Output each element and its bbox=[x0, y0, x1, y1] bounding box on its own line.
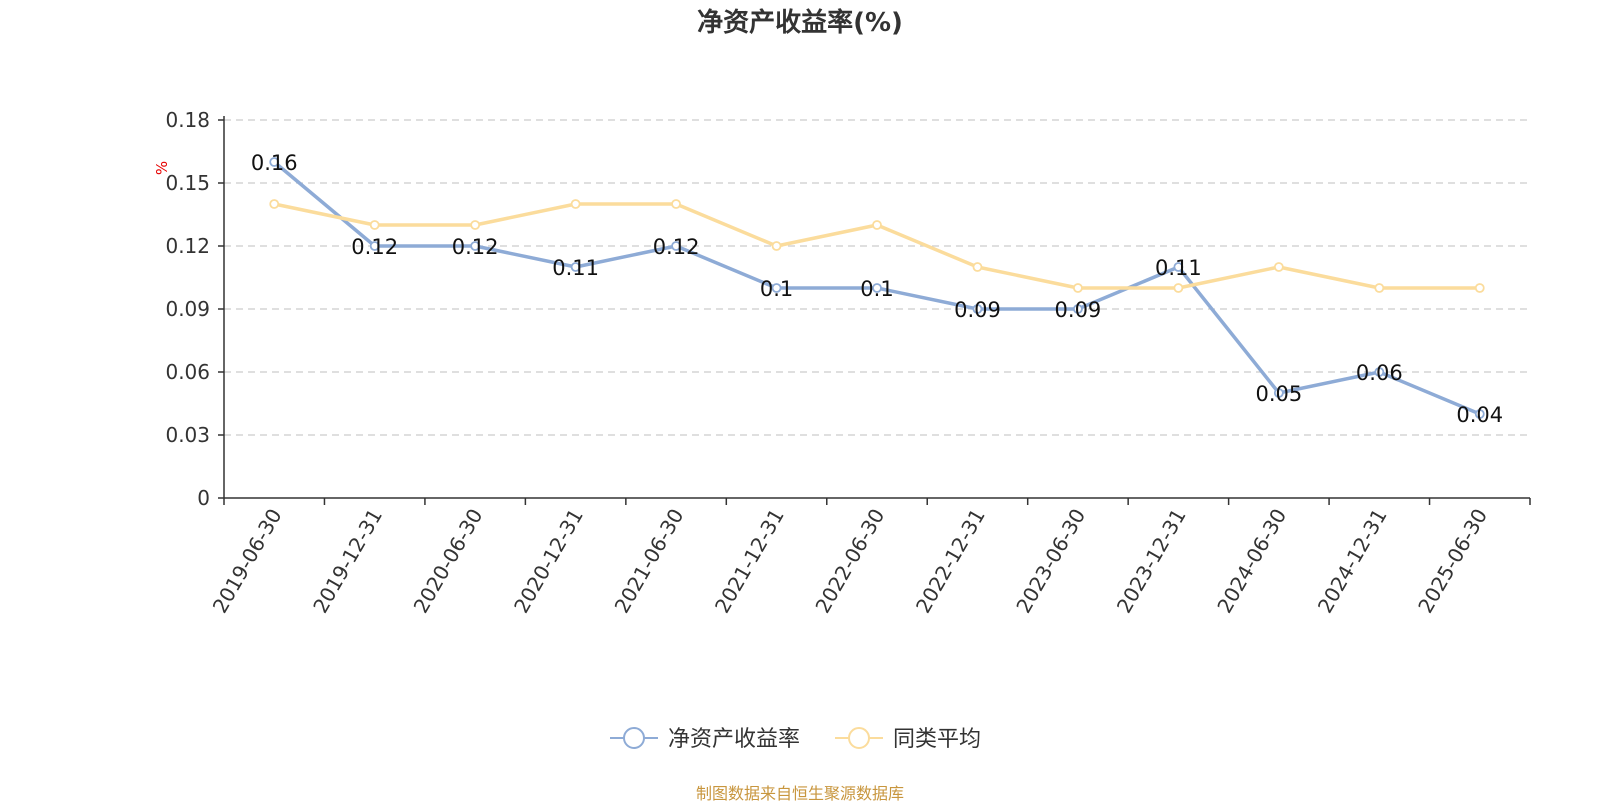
x-tick-label: 2024-06-30 bbox=[1212, 505, 1291, 618]
data-label: 0.12 bbox=[351, 235, 398, 259]
y-axis-unit-label: % bbox=[153, 161, 171, 175]
data-point bbox=[1273, 388, 1284, 398]
y-tick-label: 0.09 bbox=[165, 297, 210, 321]
legend-label: 净资产收益率 bbox=[668, 727, 800, 752]
data-point bbox=[972, 262, 983, 272]
y-tick-label: 0 bbox=[197, 486, 210, 510]
y-tick-label: 0.12 bbox=[165, 234, 210, 258]
data-label: 0.09 bbox=[1055, 298, 1102, 322]
data-point bbox=[1173, 283, 1184, 293]
source-note: 制图数据来自恒生聚源数据库 bbox=[695, 784, 904, 803]
x-tick-label: 2024-12-31 bbox=[1313, 505, 1392, 618]
legend-marker-icon bbox=[848, 727, 870, 749]
legend[interactable]: 净资产收益率 同类平均 bbox=[610, 727, 981, 752]
y-tick-label: 0.06 bbox=[165, 360, 210, 384]
data-point bbox=[470, 220, 481, 230]
x-tick-label: 2022-12-31 bbox=[911, 505, 990, 618]
y-tick-label: 0.15 bbox=[165, 171, 210, 195]
data-point bbox=[1474, 409, 1485, 419]
data-point bbox=[872, 220, 882, 230]
y-axis-ticks: 0 0.03 0.06 0.09 0.12 0.15 0.18 bbox=[165, 108, 224, 510]
x-tick-label: 2020-06-30 bbox=[409, 505, 488, 618]
x-tick-label: 2021-12-31 bbox=[710, 505, 789, 618]
data-point bbox=[1073, 283, 1083, 293]
data-point bbox=[671, 199, 681, 209]
x-tick-label: 2020-12-31 bbox=[509, 505, 588, 618]
data-point bbox=[1374, 283, 1385, 293]
y-tick-label: 0.03 bbox=[165, 423, 210, 447]
x-tick-label: 2023-06-30 bbox=[1011, 505, 1090, 618]
x-tick-label: 2019-12-31 bbox=[308, 505, 387, 618]
data-labels: 0.16 0.12 0.12 0.11 0.12 0.1 0.1 0.09 0.09 0.11 0.… bbox=[251, 151, 1503, 427]
x-tick-label: 2019-06-30 bbox=[208, 505, 287, 618]
legend-marker-icon bbox=[623, 727, 645, 749]
data-point bbox=[570, 199, 581, 209]
data-point bbox=[570, 262, 581, 272]
data-label: 0.12 bbox=[653, 235, 700, 259]
data-point bbox=[771, 283, 782, 293]
data-point bbox=[972, 304, 983, 314]
data-point bbox=[369, 241, 380, 251]
data-label: 0.11 bbox=[1155, 256, 1202, 280]
data-point bbox=[671, 241, 681, 251]
data-label: 0.11 bbox=[552, 256, 599, 280]
legend-item-2[interactable]: 同类平均 bbox=[835, 727, 981, 752]
data-point bbox=[269, 157, 280, 167]
data-label: 0.04 bbox=[1456, 403, 1503, 427]
data-label: 0.1 bbox=[860, 277, 893, 301]
series-layer bbox=[269, 157, 1485, 419]
data-point bbox=[872, 283, 882, 293]
data-label: 0.1 bbox=[760, 277, 793, 301]
data-label: 0.05 bbox=[1255, 382, 1302, 406]
data-label: 0.12 bbox=[452, 235, 499, 259]
data-point bbox=[1474, 283, 1485, 293]
data-point bbox=[269, 199, 280, 209]
x-tick-label: 2021-06-30 bbox=[610, 505, 689, 618]
data-point bbox=[470, 241, 481, 251]
data-point bbox=[1173, 262, 1184, 272]
data-point bbox=[771, 241, 782, 251]
x-axis-ticks: 2019-06-30 2019-12-31 2020-06-30 2020-12-31… bbox=[208, 498, 1531, 618]
x-tick-label: 2022-06-30 bbox=[810, 505, 889, 618]
x-tick-label: 2025-06-30 bbox=[1413, 505, 1492, 618]
legend-label: 同类平均 bbox=[893, 727, 981, 752]
data-label: 0.09 bbox=[954, 298, 1001, 322]
chart-title: 净资产收益率(%) bbox=[697, 8, 903, 38]
data-label: 0.06 bbox=[1356, 361, 1403, 385]
y-tick-label: 0.18 bbox=[165, 108, 210, 132]
data-point bbox=[1273, 262, 1284, 272]
axes bbox=[223, 116, 1530, 499]
data-point bbox=[1374, 367, 1385, 377]
legend-item-1[interactable]: 净资产收益率 bbox=[610, 727, 800, 752]
data-point bbox=[1073, 304, 1083, 314]
data-label: 0.16 bbox=[251, 151, 298, 175]
x-tick-label: 2023-12-31 bbox=[1112, 505, 1191, 618]
data-point bbox=[369, 220, 380, 230]
